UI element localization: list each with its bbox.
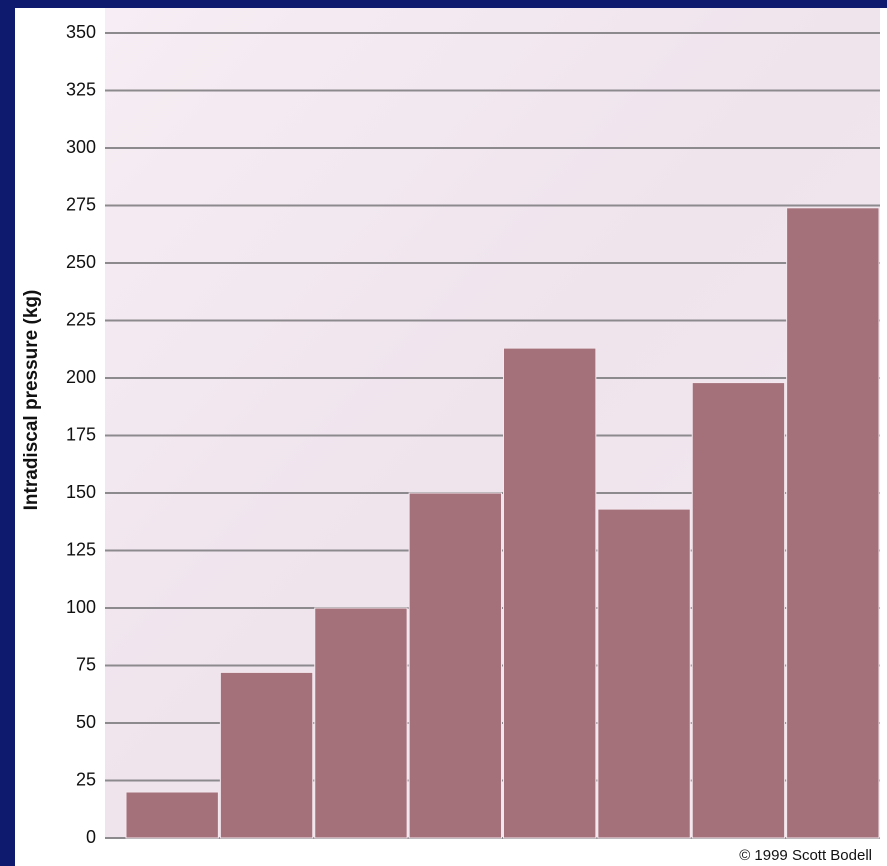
y-tick-label: 275 (66, 194, 96, 214)
y-tick-label: 150 (66, 482, 96, 502)
bar (504, 348, 596, 838)
y-tick-label: 325 (66, 79, 96, 99)
bar (409, 493, 501, 838)
credit: © 1999 Scott Bodell (739, 847, 872, 864)
bar (126, 792, 218, 838)
y-tick-label: 25 (76, 769, 96, 789)
y-tick-label: 50 (76, 712, 96, 732)
y-tick-label: 350 (66, 22, 96, 42)
bar (692, 383, 784, 838)
y-tick-label: 250 (66, 252, 96, 272)
y-tick-label: 200 (66, 367, 96, 387)
bar (220, 672, 312, 838)
y-tick-label: 75 (76, 654, 96, 674)
bar (598, 509, 690, 838)
page: Intradiscal pressure (kg) © 1999 Scott B… (0, 0, 887, 866)
y-tick-label: 225 (66, 309, 96, 329)
y-tick-label: 100 (66, 597, 96, 617)
y-tick-label: 300 (66, 137, 96, 157)
y-tick-label: 125 (66, 539, 96, 559)
y-tick-label: 0 (86, 827, 96, 847)
y-axis-label: Intradiscal pressure (kg) (21, 290, 42, 511)
chart: Intradiscal pressure (kg) © 1999 Scott B… (0, 0, 887, 866)
bar (315, 608, 407, 838)
bar (787, 208, 879, 838)
y-tick-label: 175 (66, 424, 96, 444)
